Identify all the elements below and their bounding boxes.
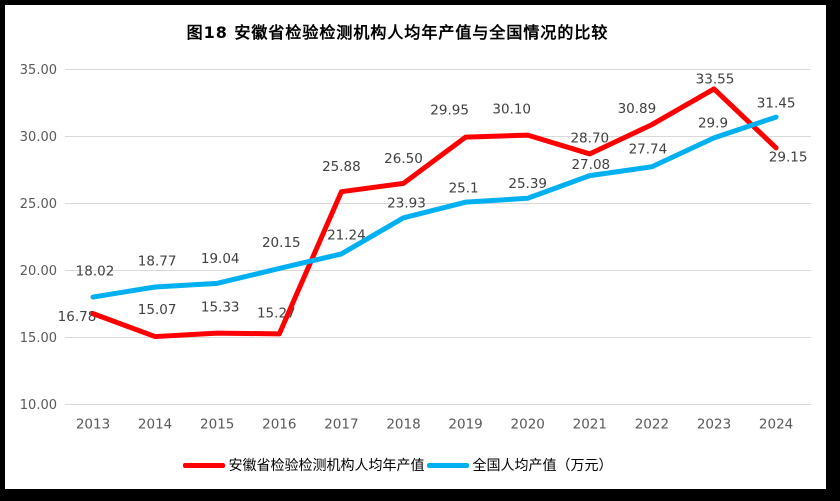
legend-label-national: 全国人均产值（万元） [472, 458, 613, 474]
data-label: 25.39 [508, 176, 547, 192]
y-axis-tick-label: 15.00 [20, 331, 57, 346]
data-label: 25.88 [322, 159, 361, 175]
y-axis-tick-label: 35.00 [20, 63, 57, 78]
data-label: 31.45 [757, 96, 796, 112]
data-label: 27.74 [629, 141, 668, 157]
x-axis-tick-label: 2022 [635, 417, 669, 433]
chart-title: 图18 安徽省检验检测机构人均年产值与全国情况的比较 [186, 23, 609, 42]
series-line-national [90, 114, 779, 300]
data-label: 29.95 [430, 103, 469, 119]
line-chart: 35.00 30.00 25.00 20.00 15.00 10.00 2013 2014 20… [20, 63, 811, 433]
x-axis-tick-label: 2017 [324, 417, 358, 433]
x-axis-tick-label: 2021 [573, 417, 607, 433]
data-label: 16.78 [58, 309, 97, 325]
data-label: 28.70 [570, 130, 609, 146]
data-label: 15.33 [201, 300, 240, 316]
y-axis-tick-label: 30.00 [20, 130, 57, 145]
data-label: 25.1 [449, 181, 479, 197]
data-label: 23.93 [387, 195, 426, 211]
x-axis-tick-label: 2020 [511, 417, 545, 433]
legend-item-anhui: 安徽省检验检测机构人均年产值 [182, 455, 425, 475]
x-axis-tick-label: 2023 [697, 417, 731, 433]
y-axis-tick-label: 25.00 [20, 197, 57, 212]
data-label: 15.07 [138, 302, 177, 318]
legend: 安徽省检验检测机构人均年产值 全国人均产值（万元） [5, 455, 808, 475]
x-axis-tick-label: 2013 [76, 417, 110, 433]
series-line-anhui [90, 86, 779, 340]
legend-label-anhui: 安徽省检验检测机构人均年产值 [228, 458, 425, 474]
data-label: 33.55 [696, 71, 735, 87]
y-axis-tick-label: 10.00 [20, 398, 57, 413]
data-label: 29.9 [698, 115, 728, 131]
data-label: 30.89 [618, 101, 657, 117]
data-label: 18.77 [138, 253, 177, 269]
x-axis-tick-label: 2015 [200, 417, 234, 433]
data-label: 30.10 [492, 102, 531, 118]
x-axis-tick-label: 2024 [759, 417, 793, 433]
data-label: 27.08 [571, 157, 610, 173]
x-axis-tick-label: 2019 [448, 417, 482, 433]
legend-item-national: 全国人均产值（万元） [426, 455, 613, 475]
data-label: 21.24 [327, 227, 366, 243]
legend-swatch-national-line [426, 462, 469, 468]
y-axis-tick-label: 20.00 [20, 264, 57, 279]
legend-swatch-anhui-line [182, 462, 225, 468]
data-label: 20.15 [262, 235, 301, 251]
x-axis-tick-label: 2018 [386, 417, 420, 433]
data-label: 29.15 [769, 149, 808, 165]
data-label: 26.50 [384, 151, 423, 167]
x-axis-tick-label: 2016 [262, 417, 296, 433]
data-label: 19.04 [201, 251, 240, 267]
data-label: 18.02 [76, 264, 115, 280]
x-axis-tick-label: 2014 [138, 417, 172, 433]
